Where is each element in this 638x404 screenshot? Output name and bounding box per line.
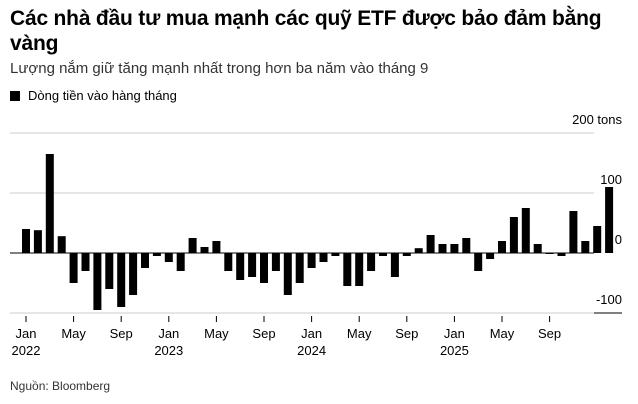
- bar: [379, 253, 387, 256]
- bar: [390, 253, 399, 277]
- legend-label: Dòng tiền vào hàng tháng: [28, 88, 177, 103]
- bar: [581, 241, 590, 253]
- bar: [105, 253, 114, 289]
- x-tick-label: Sep: [538, 326, 561, 341]
- bar: [45, 154, 54, 253]
- bar: [331, 253, 340, 256]
- bar: [402, 253, 411, 256]
- chart-subtitle: Lượng nắm giữ tăng mạnh nhất trong hơn b…: [10, 60, 429, 77]
- bar: [141, 253, 149, 268]
- legend-swatch: [10, 90, 20, 101]
- chart-title: Các nhà đầu tư mua mạnh các quỹ ETF được…: [10, 7, 602, 55]
- bar: [307, 253, 316, 268]
- x-tick-year: 2022: [12, 343, 41, 358]
- bar: [414, 248, 423, 253]
- x-tick-label: Jan: [16, 326, 37, 341]
- bar: [248, 253, 257, 277]
- bar: [176, 253, 185, 271]
- y-tick-label: 100: [600, 172, 622, 187]
- bar: [462, 238, 471, 253]
- bar: [117, 253, 126, 307]
- x-tick-label: Sep: [395, 326, 418, 341]
- y-tick-label: 200 tons: [572, 112, 622, 127]
- bar: [188, 238, 197, 253]
- bar: [152, 253, 161, 256]
- x-tick-year: 2025: [440, 343, 469, 358]
- bar: [164, 253, 173, 262]
- x-tick-label: Jan: [444, 326, 465, 341]
- y-tick-label: -100: [596, 292, 622, 307]
- bar: [81, 253, 90, 271]
- bar: [33, 230, 42, 253]
- bar: [450, 244, 459, 253]
- bar: [521, 208, 530, 253]
- bar: [129, 253, 138, 295]
- x-tick-year: 2024: [297, 343, 326, 358]
- bar: [343, 253, 352, 286]
- bar: [319, 253, 328, 262]
- bar: [271, 253, 280, 271]
- x-tick-label: May: [204, 326, 229, 341]
- bar: [69, 253, 78, 283]
- bar: [498, 241, 506, 253]
- bar: [224, 253, 233, 271]
- x-tick-label: May: [490, 326, 515, 341]
- bar: [474, 253, 483, 271]
- bar: [438, 244, 447, 253]
- bar: [260, 253, 268, 283]
- bar: [200, 247, 209, 253]
- bar: [605, 187, 614, 253]
- x-tick-label: May: [347, 326, 372, 341]
- bar: [557, 253, 566, 256]
- x-tick-label: May: [61, 326, 86, 341]
- bar: [569, 211, 578, 253]
- bar: [295, 253, 304, 283]
- y-tick-label: 0: [615, 232, 622, 247]
- bar: [212, 241, 221, 253]
- bar: [57, 236, 66, 253]
- x-tick-label: Jan: [158, 326, 179, 341]
- bar: [22, 229, 30, 253]
- bar: [93, 253, 102, 310]
- x-tick-label: Jan: [301, 326, 322, 341]
- bar: [509, 217, 518, 253]
- bar: [426, 235, 435, 253]
- bar: [367, 253, 376, 271]
- x-tick-label: Sep: [110, 326, 133, 341]
- x-tick-label: Sep: [252, 326, 275, 341]
- bar: [593, 226, 602, 253]
- bar: [355, 253, 364, 286]
- x-tick-year: 2023: [154, 343, 183, 358]
- bar: [486, 253, 495, 259]
- legend: Dòng tiền vào hàng tháng: [10, 88, 177, 103]
- bar: [533, 244, 542, 253]
- bar: [283, 253, 292, 295]
- source-note: Nguồn: Bloomberg: [10, 379, 111, 393]
- bar: [236, 253, 245, 280]
